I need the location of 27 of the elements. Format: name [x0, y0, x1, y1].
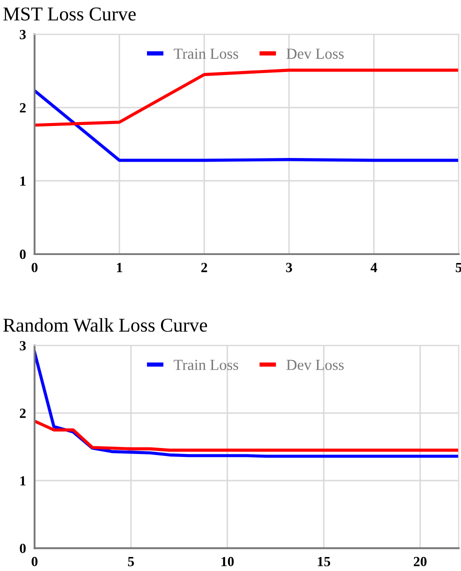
y-tick-label: 2: [20, 408, 26, 418]
x-tick-label: 5: [128, 557, 134, 566]
x-tick-label: 0: [32, 556, 38, 566]
line-series: [34, 350, 459, 458]
y-tick-label: 1: [20, 176, 26, 186]
chart-title: MST Loss Curve: [3, 7, 136, 21]
y-tick-label: 3: [20, 341, 26, 350]
x-tick-label: 3: [286, 262, 292, 272]
x-tick-label: 20: [414, 556, 427, 566]
x-tick-label: 1: [117, 262, 122, 272]
x-tick-label: 2: [201, 262, 208, 272]
chart-title: Random Walk Loss Curve: [3, 318, 208, 332]
y-tick-label: 3: [20, 30, 26, 40]
x-tick-label: 10: [222, 556, 234, 566]
y-tick-label: 0: [20, 544, 26, 554]
y-tick-label: 1: [20, 476, 26, 486]
legend-label: Train Loss: [174, 360, 238, 370]
x-tick-label: 0: [32, 262, 38, 272]
legend-label: Dev Loss: [286, 48, 344, 59]
line-series: [34, 420, 459, 452]
x-tick-label: 4: [370, 262, 378, 272]
y-tick-label: 2: [20, 103, 26, 112]
y-tick-label: 0: [20, 250, 26, 260]
x-tick-label: 15: [318, 556, 330, 566]
legend-label: Dev Loss: [286, 360, 344, 370]
line-series: [34, 68, 459, 127]
legend-label: Train Loss: [174, 48, 238, 59]
